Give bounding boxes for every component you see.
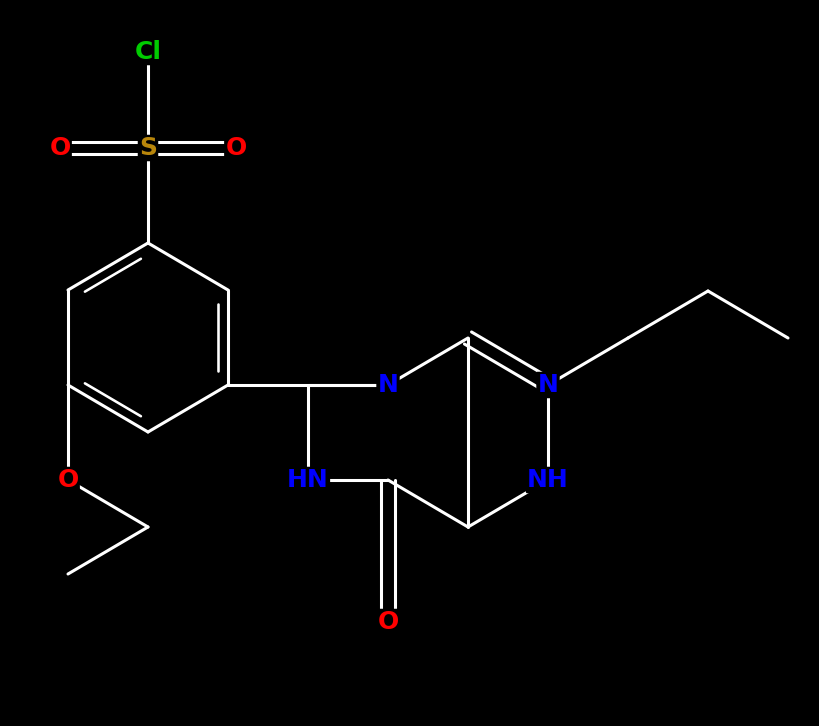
Text: O: O bbox=[49, 136, 70, 160]
Text: HN: HN bbox=[287, 468, 328, 492]
Text: NH: NH bbox=[527, 468, 568, 492]
Text: O: O bbox=[57, 468, 79, 492]
Text: Cl: Cl bbox=[134, 40, 161, 64]
Text: N: N bbox=[537, 373, 558, 397]
Text: O: O bbox=[377, 610, 398, 634]
Text: N: N bbox=[377, 373, 398, 397]
Text: S: S bbox=[139, 136, 156, 160]
Text: O: O bbox=[225, 136, 247, 160]
